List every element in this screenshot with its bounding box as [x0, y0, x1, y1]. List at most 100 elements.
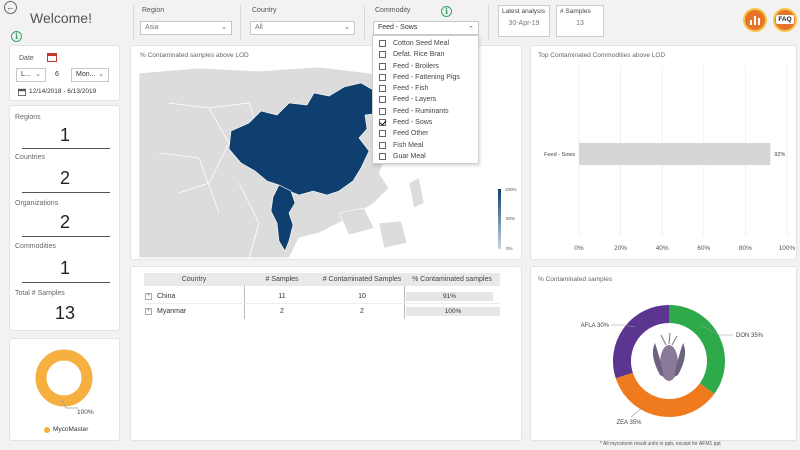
country-dropdown[interactable]: All ⌄: [250, 21, 355, 35]
latest-analysis-card: Latest analysis 30-Apr-19: [498, 5, 550, 37]
chevron-up-icon: ⌃: [468, 26, 474, 33]
map-legend-tick: 0%: [506, 246, 513, 251]
calendar-icon[interactable]: [47, 52, 57, 62]
checkbox[interactable]: [379, 51, 386, 59]
donut-label: ZEA 35%: [616, 420, 642, 426]
commodity-dropdown-menu[interactable]: Cotton Seed Meal Defat. Rice Bran Feed - B…: [372, 35, 479, 164]
stat-organizations-label: Organizations: [15, 200, 59, 207]
country-dropdown-value: All: [255, 24, 263, 31]
x-tick-label: 100%: [779, 245, 796, 252]
info-icon[interactable]: i: [11, 31, 22, 42]
commodity-option[interactable]: Feed Other: [373, 128, 478, 139]
corn-husk: [674, 343, 686, 377]
date-relative-value: L...: [21, 71, 31, 78]
stat-total-samples-value: 13: [54, 303, 76, 323]
chevron-down-icon: ⌄: [344, 24, 350, 31]
map-region-myanmar: [270, 184, 296, 252]
stat-commodities-label: Commodities: [15, 243, 56, 250]
leader-line: [630, 406, 644, 418]
date-range-text: 12/14/2018 - 6/13/2019: [29, 88, 97, 95]
commodity-option[interactable]: Feed - Fish: [373, 83, 478, 94]
country-filter-label: Country: [252, 7, 277, 14]
date-count-input[interactable]: 6: [55, 71, 59, 78]
checkbox[interactable]: [379, 73, 386, 81]
commodity-option[interactable]: Cotton Seed Meal: [373, 38, 478, 49]
commodity-dropdown[interactable]: Feed - Sows ⌃: [373, 21, 479, 35]
checkbox[interactable]: [379, 152, 386, 160]
chevron-down-icon: ⌄: [35, 71, 41, 78]
commodity-option-label: Feed - Layers: [393, 96, 437, 104]
corn-cob: [660, 345, 678, 381]
checkbox[interactable]: [379, 85, 386, 93]
stat-regions-label: Regions: [15, 114, 41, 121]
map-legend-tick: 50%: [506, 216, 516, 221]
leader-line: [61, 399, 78, 409]
commodity-option[interactable]: Feed - Fattening Pigs: [373, 72, 478, 83]
stats-panel: Regions 1 Countries 2 Organizations 2 Co…: [9, 105, 120, 331]
stat-commodities-value: 1: [59, 258, 70, 278]
commodity-option-label: Feed - Broilers: [393, 62, 439, 70]
stat-organizations-value: 2: [59, 212, 70, 232]
corn-silk: [660, 332, 678, 346]
commodity-option[interactable]: Fish Meal: [373, 140, 478, 151]
x-tick-label: 0%: [574, 245, 584, 252]
mycomaster-panel: 100% MycoMaster: [9, 338, 120, 441]
commodity-option-label: Fish Meal: [393, 141, 424, 149]
table-header-contaminated[interactable]: # Contaminated Samples: [320, 273, 404, 286]
mycomaster-legend: MycoMaster: [53, 426, 89, 433]
checkbox[interactable]: [379, 141, 386, 149]
top-commodities-panel: Top Contaminated Commodities above LOD 0…: [530, 45, 797, 260]
donut-chart[interactable]: DON 35% ZEA 35% AFLA 30%: [531, 267, 798, 442]
commodity-option[interactable]: Feed - Layers: [373, 94, 478, 105]
report-button[interactable]: [743, 8, 767, 32]
table-header-country[interactable]: Country: [144, 273, 244, 286]
date-relative-dropdown[interactable]: L... ⌄: [16, 68, 46, 82]
bar-feed-sows: [579, 143, 771, 165]
checkbox[interactable]: [379, 96, 386, 104]
checkbox[interactable]: [379, 130, 386, 138]
date-unit-dropdown[interactable]: Mon... ⌄: [71, 68, 109, 82]
bar-chart: 0% 20% 40% 60% 80% 100% Feed - Sows 92%: [544, 66, 796, 252]
donut-slice-afla: [613, 305, 670, 379]
samples-label: # Samples: [560, 8, 591, 15]
table-header-pct[interactable]: % Contaminated samples: [404, 273, 500, 286]
expand-icon[interactable]: +: [145, 308, 152, 315]
commodity-option[interactable]: Guar Meal: [373, 151, 478, 162]
checkbox[interactable]: [379, 62, 386, 70]
checkbox[interactable]: [379, 40, 386, 47]
table-header-samples[interactable]: # Samples: [244, 273, 320, 286]
commodity-option[interactable]: Feed - Ruminants: [373, 106, 478, 117]
back-button[interactable]: ←: [4, 1, 17, 14]
region-dropdown-value: Asia: [145, 24, 159, 31]
table-cell-samples: 2: [280, 308, 284, 315]
checkbox[interactable]: [379, 119, 386, 127]
table-row[interactable]: + Myanmar 2 2 100%: [144, 306, 500, 318]
commodity-option-label: Feed Other: [393, 130, 429, 138]
commodity-option-label: Guar Meal: [393, 152, 426, 160]
table-cell-samples: 11: [278, 293, 286, 300]
corn-icon: [652, 332, 686, 381]
table-cell-pct: 100%: [406, 307, 500, 316]
leader-line: [611, 324, 636, 328]
faq-button[interactable]: FAQ: [773, 8, 797, 32]
commodity-option-label: Feed - Fish: [393, 85, 429, 93]
x-tick-label: 20%: [614, 245, 627, 252]
commodity-option[interactable]: Defat. Rice Bran: [373, 49, 478, 60]
stat-total-samples-label: Total # Samples: [15, 290, 65, 297]
commodity-option-label: Feed - Fattening Pigs: [393, 73, 460, 81]
region-dropdown[interactable]: Asia ⌄: [140, 21, 232, 35]
checkbox[interactable]: [379, 107, 386, 115]
chevron-down-icon: ⌄: [98, 71, 104, 78]
x-tick-label: 60%: [697, 245, 710, 252]
mycomaster-legend-dot: [44, 427, 50, 433]
commodity-option[interactable]: Feed - Sows: [373, 117, 478, 128]
table-cell-contaminated: 2: [360, 308, 364, 315]
date-unit-value: Mon...: [76, 71, 96, 78]
commodity-option[interactable]: Feed - Broilers: [373, 61, 478, 72]
latest-analysis-label: Latest analysis: [502, 8, 545, 15]
commodity-option-label: Feed - Ruminants: [393, 107, 449, 115]
info-icon[interactable]: i: [441, 6, 452, 17]
expand-icon[interactable]: +: [145, 293, 152, 300]
table-row[interactable]: + China 11 10 91%: [144, 291, 500, 303]
page-title: Welcome!: [30, 10, 92, 26]
